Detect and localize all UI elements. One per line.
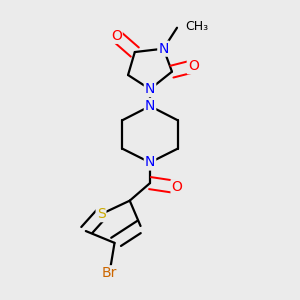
Text: N: N xyxy=(145,99,155,113)
Text: O: O xyxy=(172,180,182,194)
Text: CH₃: CH₃ xyxy=(185,20,208,32)
Text: O: O xyxy=(111,29,122,43)
Text: S: S xyxy=(97,207,105,221)
Text: N: N xyxy=(158,42,169,56)
Text: Br: Br xyxy=(102,266,117,280)
Text: O: O xyxy=(188,59,199,73)
Text: N: N xyxy=(145,82,155,96)
Text: N: N xyxy=(145,155,155,170)
